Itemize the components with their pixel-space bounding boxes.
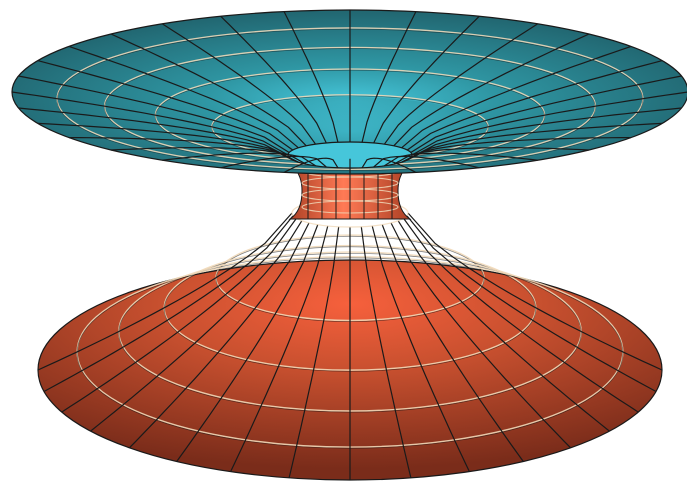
upper-sheet-radial-line [283,11,339,143]
lower-sheet-radial-line [360,226,412,479]
upper-sheet-radial-line [407,122,663,161]
upper-sheet-radial-line [220,15,327,144]
lower-sheet-radial-line [90,220,303,432]
lower-sheet-radial-line [406,215,657,393]
lower-sheet-radial-line [397,220,610,432]
lower-sheet-radial-line [128,222,310,449]
upper-sheet-radial-line [393,33,590,147]
lower-sheet-radial-line [230,225,329,472]
upper-sheet-radial-line [410,107,682,159]
lower-sheet [37,198,663,481]
upper-sheet-radial-line [373,15,480,144]
upper-sheet-radial-line [162,152,316,167]
upper-sheet [11,9,687,175]
upper-sheet-radial-line [410,75,682,154]
upper-sheet-radial-line [383,23,539,145]
upper-sheet-radial-line [110,147,307,165]
upper-sheet-radial-line [384,152,538,167]
upper-sheet-radial-line [393,147,590,165]
lower-sheet-radial-line [403,218,639,413]
upper-sheet-radial-line [283,157,339,173]
lower-sheet-radial-line [407,212,663,371]
upper-sheet-radial-line [401,137,631,163]
lower-sheet-radial-line [381,224,524,462]
lower-sheet-radial-line [37,212,293,371]
upper-sheet-radial-line [69,137,299,163]
upper-sheet-radial-line [361,157,417,173]
upper-sheet-radial-line [18,75,290,154]
lower-sheet-radial-line [371,225,470,472]
upper-sheet-radial-line [37,122,293,161]
upper-sheet-radial-line [110,33,307,147]
upper-sheet-radial-line [373,155,480,169]
upper-sheet-radial-line [161,23,317,145]
upper-sheet-radial-line [401,45,632,149]
lower-sheet-radial-line [61,218,297,413]
upper-sheet-radial-line [68,45,299,149]
lower-sheet-radial-line [43,215,294,393]
upper-sheet-radial-line [406,60,663,151]
upper-sheet-radial-line [18,107,290,159]
upper-sheet-radial-line [37,60,294,151]
upper-sheet-radial-line [411,91,687,156]
lower-sheet-radial-line [176,224,319,462]
upper-sheet-radial-line [361,11,417,143]
lower-sheet-radial-line [390,222,572,449]
upper-sheet-radial-line [11,91,289,156]
lower-sheet-radial-line [288,226,340,479]
